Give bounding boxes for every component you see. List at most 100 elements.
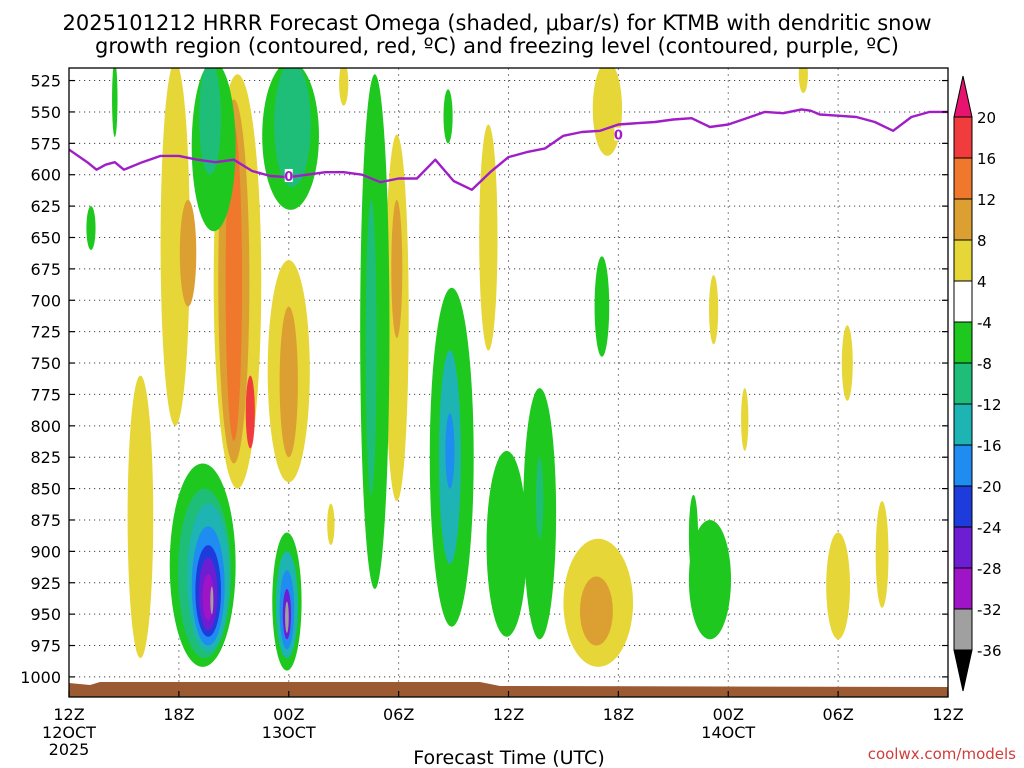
colorbar: 20 16 12 8 4 -4 -8 -12 -16 -20 -24 -28 -32 -36 bbox=[953, 75, 1002, 692]
freezing-level-line bbox=[69, 108, 948, 192]
colorbar-bottom-arrow bbox=[953, 649, 973, 692]
x-tick-label: 12Z bbox=[932, 705, 963, 724]
y-tick-label: 725 bbox=[30, 323, 61, 342]
colorbar-swatch bbox=[953, 526, 973, 569]
freezing-level-label: 0 bbox=[284, 170, 293, 185]
y-tick-label: 575 bbox=[30, 134, 61, 153]
omega-region bbox=[210, 586, 214, 615]
credit-text: coolwx.com/models bbox=[868, 745, 1016, 763]
y-tick-label: 850 bbox=[30, 480, 61, 499]
y-tick-label: 900 bbox=[30, 542, 61, 561]
x-tick-date-label: 13OCT bbox=[262, 723, 316, 742]
omega-region bbox=[339, 68, 349, 106]
colorbar-label: 4 bbox=[977, 273, 987, 291]
colorbar-swatch bbox=[953, 157, 973, 200]
colorbar-label: 20 bbox=[977, 109, 996, 127]
colorbar-label: -4 bbox=[977, 314, 992, 332]
colorbar-swatch bbox=[953, 239, 973, 282]
x-tick-label: 00Z bbox=[713, 705, 744, 724]
omega-region bbox=[688, 519, 731, 640]
freezing-level-contour: 00 bbox=[69, 108, 948, 192]
colorbar-swatch bbox=[953, 485, 973, 528]
omega-region bbox=[245, 375, 255, 449]
colorbar-label: 16 bbox=[977, 150, 996, 168]
omega-region bbox=[486, 450, 527, 637]
colorbar-swatch bbox=[953, 321, 973, 364]
y-tick-label: 875 bbox=[30, 511, 61, 530]
omega-region bbox=[127, 375, 154, 659]
x-tick-year-label: 2025 bbox=[49, 740, 90, 759]
y-tick-label: 975 bbox=[30, 637, 61, 656]
colorbar-label: 12 bbox=[977, 191, 996, 209]
y-tick-label: 775 bbox=[30, 385, 61, 404]
freezing-level-label: 0 bbox=[614, 129, 623, 144]
omega-region bbox=[826, 532, 851, 640]
x-tick-label: 12Z bbox=[53, 705, 84, 724]
y-tick-label: 700 bbox=[30, 291, 61, 310]
y-tick-label: 825 bbox=[30, 448, 61, 467]
colorbar-swatch bbox=[953, 567, 973, 610]
freezing-label-bg bbox=[284, 168, 293, 182]
colorbar-swatch bbox=[953, 198, 973, 241]
colorbar-label: -16 bbox=[977, 437, 1002, 455]
omega-region bbox=[875, 501, 889, 608]
colorbar-swatch bbox=[953, 362, 973, 405]
x-tick-date-label: 14OCT bbox=[701, 723, 755, 742]
omega-region bbox=[709, 275, 719, 345]
y-tick-label: 925 bbox=[30, 574, 61, 593]
y-tick-label: 950 bbox=[30, 605, 61, 624]
colorbar-swatch bbox=[953, 116, 973, 159]
colorbar-label: -24 bbox=[977, 519, 1002, 537]
colorbar-top-arrow bbox=[953, 75, 973, 118]
colorbar-swatch bbox=[953, 403, 973, 446]
x-tick-date-label: 12OCT bbox=[42, 723, 96, 742]
x-tick-label: 06Z bbox=[822, 705, 853, 724]
omega-region bbox=[443, 89, 453, 144]
omega-region bbox=[579, 576, 613, 646]
colorbar-swatch bbox=[953, 444, 973, 487]
y-tick-label: 1000 bbox=[20, 668, 61, 687]
omega-region bbox=[391, 199, 403, 338]
x-tick-label: 00Z bbox=[273, 705, 304, 724]
omega-region bbox=[274, 68, 311, 188]
colorbar-label: 8 bbox=[977, 232, 987, 250]
omega-region bbox=[86, 206, 96, 251]
x-tick-label: 18Z bbox=[163, 705, 194, 724]
x-tick-label: 06Z bbox=[383, 705, 414, 724]
omega-region bbox=[112, 68, 118, 138]
colorbar-label: -12 bbox=[977, 396, 1002, 414]
y-tick-label: 550 bbox=[30, 103, 61, 122]
colorbar-swatch bbox=[953, 280, 973, 323]
omega-region bbox=[841, 325, 853, 401]
omega-region bbox=[594, 256, 610, 357]
colorbar-swatch bbox=[953, 608, 973, 651]
colorbar-label: -36 bbox=[977, 642, 1002, 660]
omega-shading bbox=[86, 68, 889, 671]
x-axis-label: Forecast Time (UTC) bbox=[413, 747, 604, 768]
chart-title-line-1: 2025101212 HRRR Forecast Omega (shaded, … bbox=[62, 11, 931, 35]
omega-region bbox=[479, 124, 498, 351]
omega-region bbox=[285, 601, 289, 633]
x-tick-label: 12Z bbox=[493, 705, 524, 724]
omega-region bbox=[445, 413, 455, 489]
omega-region bbox=[365, 199, 377, 495]
y-tick-label: 675 bbox=[30, 260, 61, 279]
omega-region bbox=[798, 68, 808, 94]
colorbar-label: -28 bbox=[977, 560, 1002, 578]
omega-region bbox=[741, 388, 749, 451]
y-tick-label: 600 bbox=[30, 166, 61, 185]
omega-region bbox=[327, 503, 335, 546]
x-tick-label: 18Z bbox=[603, 705, 634, 724]
y-tick-label: 800 bbox=[30, 417, 61, 436]
colorbar-label: -32 bbox=[977, 601, 1002, 619]
y-tick-label: 650 bbox=[30, 228, 61, 247]
freezing-label-bg bbox=[614, 127, 623, 141]
y-tick-label: 625 bbox=[30, 197, 61, 216]
y-axis: 525 550 575 600 625 650 675 700 725 750 775 800 825 8… bbox=[20, 72, 948, 687]
omega-region bbox=[535, 457, 544, 539]
chart-title-line-2: growth region (contoured, red, ºC) and f… bbox=[95, 34, 899, 58]
colorbar-label: -20 bbox=[977, 478, 1002, 496]
omega-region bbox=[179, 199, 197, 307]
